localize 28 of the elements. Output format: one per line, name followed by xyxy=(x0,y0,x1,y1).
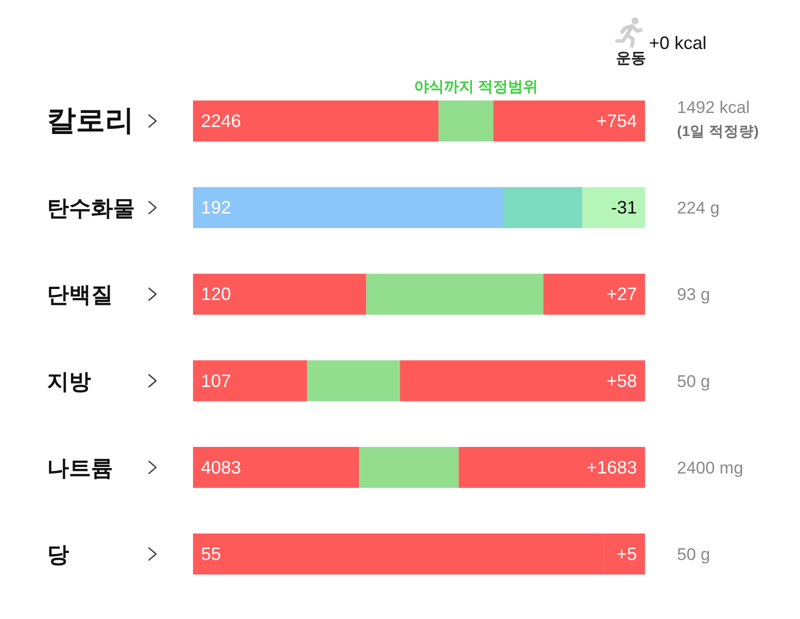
y2-tick-label: 1492 kcal xyxy=(677,98,750,116)
y2-tick-label: 224 g xyxy=(677,198,720,218)
data-label: +58 xyxy=(606,370,637,391)
y2-tick-label: 2400 mg xyxy=(677,458,744,477)
text: (1일 적정량) xyxy=(677,124,759,140)
total-label: 120 xyxy=(201,284,232,304)
y-tick-label: 칼로리 xyxy=(47,105,134,137)
data-label: +5 xyxy=(616,544,637,564)
annotation: -31 xyxy=(610,198,637,218)
total-label: 4083 xyxy=(201,457,242,478)
y-tick-label: 단백질 xyxy=(47,282,113,307)
total-label: 2246 xyxy=(201,111,242,131)
y-tick-label: 탄수화물 xyxy=(47,195,135,220)
data-label: +27 xyxy=(606,284,637,304)
data-label: +1683 xyxy=(586,457,637,478)
y2-tick-label: 93 g xyxy=(677,284,710,304)
y2-tick-label: 50 g xyxy=(677,371,710,390)
y2-tick-label: 50 g xyxy=(677,544,710,564)
text: +0 kcal xyxy=(649,33,707,53)
series-label: 야식까지 적정범위 xyxy=(414,78,538,95)
total-label: 55 xyxy=(201,544,222,564)
y-tick-label: 당 xyxy=(47,542,69,566)
total-label: 107 xyxy=(201,370,232,391)
y-tick-label: 지방 xyxy=(47,368,91,394)
y-tick-label: 나트륨 xyxy=(47,454,113,480)
annotation: 운동 xyxy=(616,50,646,66)
data-label: 192 xyxy=(201,198,232,218)
data-label: +754 xyxy=(596,111,637,131)
